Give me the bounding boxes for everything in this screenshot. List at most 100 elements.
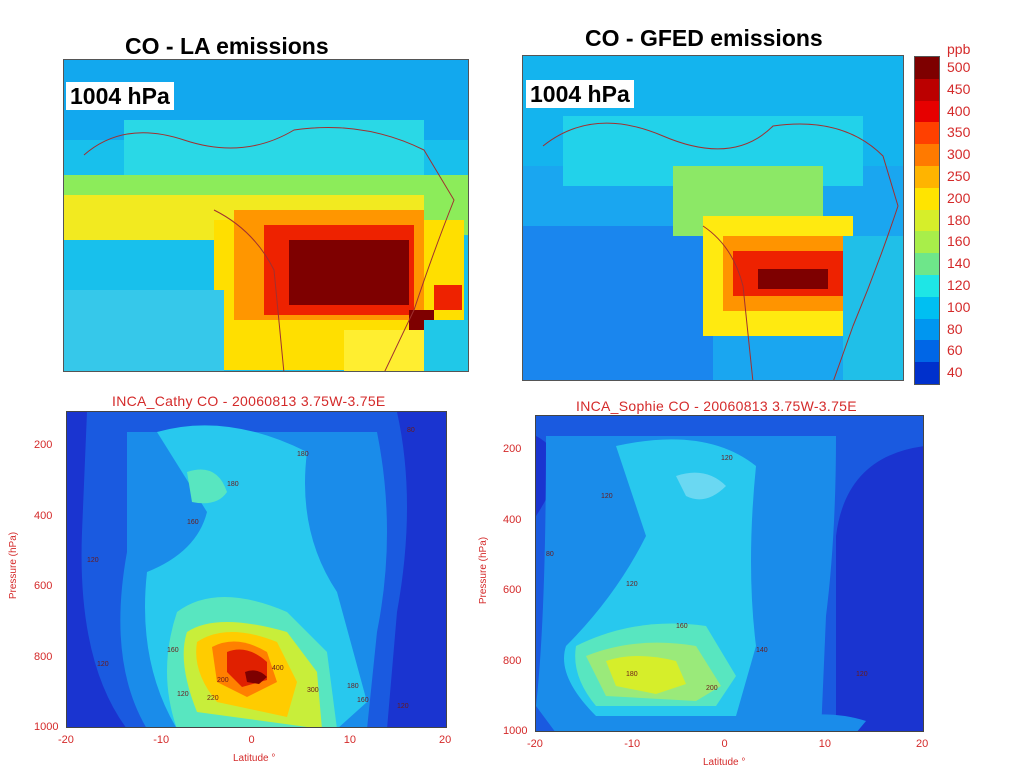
colorbar-level-label: 40 — [947, 364, 963, 381]
colorbar-swatch — [915, 187, 939, 210]
colorbar-level-label: 100 — [947, 298, 971, 315]
contour-label: 120 — [177, 691, 189, 698]
x-tick-label: -20 — [58, 734, 74, 746]
contour-label: 180 — [297, 451, 309, 458]
y-tick-label: 400 — [503, 513, 522, 526]
colorbar-swatch — [915, 165, 939, 188]
colorbar-level-label: 350 — [947, 124, 971, 141]
colorbar-level-label: 400 — [947, 102, 971, 119]
colorbar-swatch — [915, 100, 939, 123]
xs2-plot: 120 120 120 160 180 200 140 120 80 — [535, 415, 924, 732]
colorbar-swatch — [915, 122, 939, 145]
contour-label: 160 — [167, 647, 179, 654]
contour-label: 120 — [87, 557, 99, 564]
map1-title: CO - LA emissions — [125, 33, 329, 59]
x-tick-label: 10 — [818, 738, 831, 750]
colorbar-swatch — [915, 340, 939, 363]
contour-label: 120 — [856, 671, 868, 678]
colorbar-level-label: 80 — [947, 320, 963, 337]
xs1-level-500 — [245, 670, 267, 684]
map1-pressure-label: 1004 hPa — [66, 82, 174, 110]
contour-label: 120 — [97, 661, 109, 668]
map2-maroon — [758, 269, 828, 289]
x-tick-label: 20 — [439, 734, 452, 746]
xs2-surface-blob — [796, 714, 866, 731]
y-tick-label: 200 — [34, 439, 53, 452]
y-tick-label: 200 — [503, 443, 522, 456]
y-tick-label: 800 — [34, 650, 53, 663]
x-tick-label: 0 — [721, 738, 728, 750]
xs1-ylabel: Pressure (hPa) — [8, 531, 20, 600]
x-tick-label: -10 — [624, 738, 641, 750]
colorbar-swatch — [915, 57, 939, 79]
contour-label: 180 — [626, 671, 638, 678]
map1-south-yellow2 — [344, 330, 424, 371]
xs1-xlabel: Latitude ° — [233, 753, 276, 764]
x-tick-label: 10 — [343, 734, 356, 746]
x-tick-label: -10 — [153, 734, 170, 746]
map2-pressure-label: 1004 hPa — [526, 80, 634, 108]
contour-label: 160 — [357, 697, 369, 704]
colorbar-level-label: 500 — [947, 58, 971, 75]
colorbar-swatch — [915, 274, 939, 297]
colorbar-swatch — [915, 78, 939, 101]
xs2-level-200 — [606, 656, 686, 694]
x-tick-label: 20 — [916, 738, 929, 750]
colorbar-level-label: 140 — [947, 255, 971, 272]
colorbar-swatch — [915, 144, 939, 166]
map2-svg — [523, 56, 903, 380]
map2-coastline — [542, 122, 899, 380]
colorbar-level-label: 300 — [947, 146, 971, 163]
map1-east-cyan — [424, 320, 468, 371]
colorbar-unit: ppb — [947, 41, 971, 57]
xs2-xlabel: Latitude ° — [703, 757, 746, 768]
colorbar-level-label: 250 — [947, 167, 971, 184]
colorbar-level-label: 160 — [947, 233, 971, 250]
colorbar-level-label: 120 — [947, 276, 971, 293]
y-tick-label: 400 — [34, 509, 53, 522]
map1-red-se — [434, 285, 462, 310]
y-tick-label: 600 — [503, 584, 522, 597]
contour-label: 200 — [706, 685, 718, 692]
colorbar-swatch — [915, 362, 939, 384]
xs1-title: INCA_Cathy CO - 20060813 3.75W-3.75E — [112, 393, 386, 409]
xs2-ylabel: Pressure (hPa) — [478, 536, 490, 605]
contour-label: 140 — [756, 647, 768, 654]
xs1-plot: 180 180 160 120 120 120 160 200 220 300 400 180 160 1… — [66, 411, 447, 728]
colorbar-swatch — [915, 296, 939, 319]
x-tick-label: 0 — [248, 734, 255, 746]
contour-label: 220 — [207, 695, 219, 702]
x-tick-label: -20 — [527, 738, 543, 750]
contour-label: 80 — [546, 551, 554, 558]
map2-lower-ocean — [523, 226, 713, 380]
colorbar — [914, 56, 940, 385]
map1-sw-ocean — [64, 290, 224, 371]
y-tick-label: 800 — [503, 654, 522, 667]
contour-label: 160 — [187, 519, 199, 526]
contour-label: 120 — [721, 455, 733, 462]
contour-label: 160 — [676, 623, 688, 630]
y-tick-label: 600 — [34, 580, 53, 593]
colorbar-level-label: 200 — [947, 189, 971, 206]
contour-label: 120 — [601, 493, 613, 500]
map1-plot — [63, 59, 469, 372]
colorbar-swatch — [915, 209, 939, 232]
contour-label: 200 — [217, 677, 229, 684]
map1-svg — [64, 60, 468, 371]
contour-label: 120 — [397, 703, 409, 710]
contour-label: 180 — [227, 481, 239, 488]
y-tick-label: 1000 — [34, 721, 59, 733]
map1-sahara — [124, 120, 424, 180]
y-tick-label: 1000 — [503, 725, 528, 737]
xs1-svg: 180 180 160 120 120 120 160 200 220 300 400 180 160 1… — [67, 412, 446, 727]
map2-plot — [522, 55, 904, 381]
map2-east — [843, 236, 903, 380]
contour-label: 80 — [407, 427, 415, 434]
colorbar-swatch — [915, 318, 939, 341]
contour-label: 180 — [347, 683, 359, 690]
xs1-level-160-top — [187, 469, 227, 504]
colorbar-swatch — [915, 253, 939, 275]
contour-label: 400 — [272, 665, 284, 672]
contour-label: 120 — [626, 581, 638, 588]
map1-coastline — [83, 127, 455, 371]
